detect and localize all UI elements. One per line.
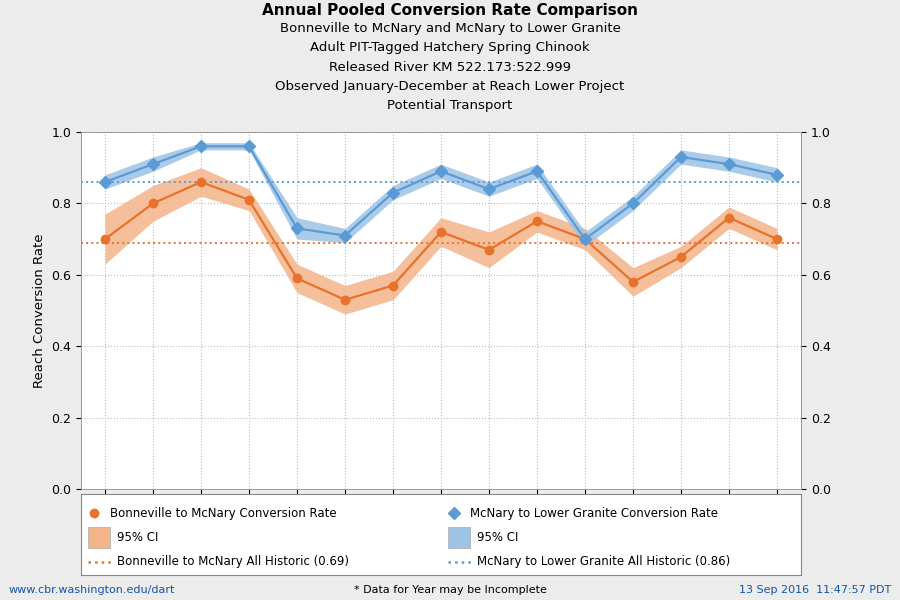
Text: Bonneville to McNary and McNary to Lower Granite: Bonneville to McNary and McNary to Lower… <box>280 22 620 35</box>
Text: www.cbr.washington.edu/dart: www.cbr.washington.edu/dart <box>9 585 176 595</box>
Text: 13 Sep 2016  11:47:57 PDT: 13 Sep 2016 11:47:57 PDT <box>739 585 891 595</box>
Text: 95% CI: 95% CI <box>117 531 158 544</box>
Text: * Data for Year may be Incomplete: * Data for Year may be Incomplete <box>354 585 546 595</box>
Text: Observed January-December at Reach Lower Project: Observed January-December at Reach Lower… <box>275 80 625 93</box>
Text: Bonneville to McNary All Historic (0.69): Bonneville to McNary All Historic (0.69) <box>117 556 349 568</box>
Text: Released River KM 522.173:522.999: Released River KM 522.173:522.999 <box>329 61 571 74</box>
Bar <box>88 527 110 548</box>
Text: Bonneville to McNary Conversion Rate: Bonneville to McNary Conversion Rate <box>110 507 337 520</box>
Text: McNary to Lower Granite Conversion Rate: McNary to Lower Granite Conversion Rate <box>470 507 718 520</box>
Y-axis label: Reach Conversion Rate: Reach Conversion Rate <box>32 233 46 388</box>
Text: 95% CI: 95% CI <box>477 531 518 544</box>
Text: McNary to Lower Granite All Historic (0.86): McNary to Lower Granite All Historic (0.… <box>477 556 730 568</box>
Text: Adult PIT-Tagged Hatchery Spring Chinook: Adult PIT-Tagged Hatchery Spring Chinook <box>310 41 590 55</box>
Bar <box>448 527 470 548</box>
Text: Potential Transport: Potential Transport <box>387 99 513 112</box>
Text: Annual Pooled Conversion Rate Comparison: Annual Pooled Conversion Rate Comparison <box>262 3 638 18</box>
